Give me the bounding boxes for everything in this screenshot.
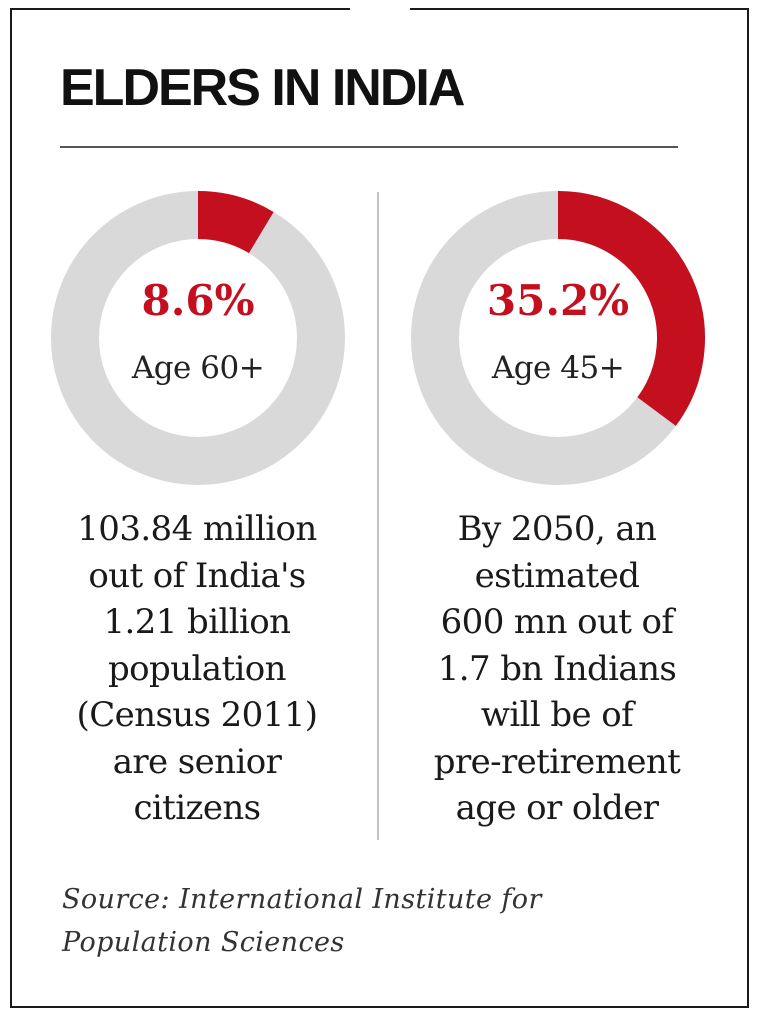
donut-svg-left [51,191,345,485]
description-line: are senior [112,741,282,782]
column-divider [377,192,379,840]
title-divider [60,146,678,148]
description-line: will be of [480,695,634,735]
description-line: (Census 2011) [76,695,319,735]
source-line-2: Population Sciences [62,927,345,958]
page-title: ELDERS IN INDIA [60,59,465,117]
description-line: 1.21 billion [103,602,292,642]
source-line-1: Source: International Institute for [62,884,542,915]
frame-border-right [747,8,749,1008]
description-line: 103.84 million [77,509,317,549]
donut-chart-left: 8.6% Age 60+ [50,190,346,486]
donut-slice-age-60-plus [197,191,274,254]
donut-value-right: 35.2% [486,276,630,325]
description-line: out of India's [88,555,306,596]
donut-value-left: 8.6% [141,276,255,325]
donut-slice-age-45-plus [557,191,705,426]
donut-track-left [51,191,345,485]
donut-label-left: Age 60+ [131,350,265,386]
source-note: Source: International Institute for Popu… [62,878,542,964]
donut-svg-right [411,191,705,485]
frame-border-left [10,8,12,1008]
description-line: age or older [455,788,659,828]
donut-chart-right: 35.2% Age 45+ [410,190,706,486]
description-line: estimated [474,555,640,596]
frame-border-bottom [10,1006,749,1008]
donut-label-right: Age 45+ [491,350,625,386]
description-line: By 2050, an [457,509,657,549]
description-line: 1.7 bn Indians [437,648,677,689]
frame-border-top-left [10,8,350,10]
description-right: By 2050, an estimated 600 mn out of 1.7 … [402,506,712,832]
description-line: citizens [133,788,261,828]
description-line: pre-retirement [433,741,681,782]
description-line: 600 mn out of [440,602,674,642]
frame-border-top-right [410,8,749,10]
description-line: population [108,648,287,689]
description-left: 103.84 million out of India's 1.21 billi… [42,506,352,832]
